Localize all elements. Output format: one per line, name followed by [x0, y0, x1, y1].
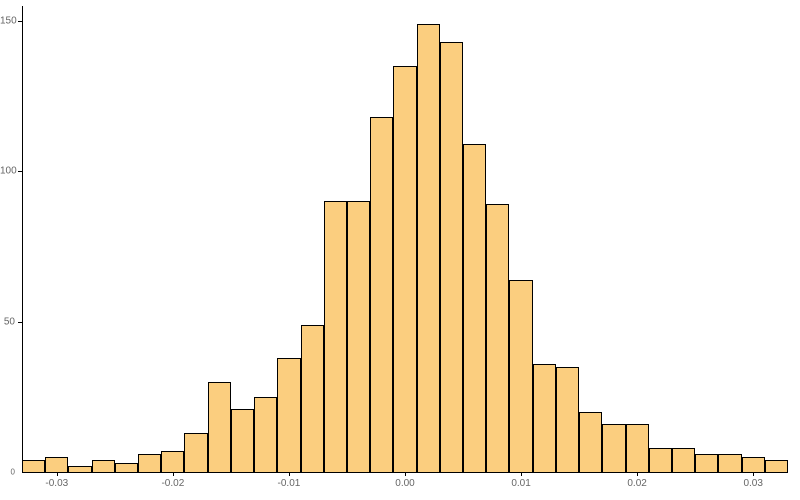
histogram-bar [417, 24, 440, 472]
x-tick [753, 472, 754, 476]
histogram-bar [301, 325, 324, 472]
histogram-bar [556, 367, 579, 472]
histogram-bar [533, 364, 556, 472]
histogram-bar [92, 460, 115, 472]
histogram-bar [22, 460, 45, 472]
histogram-bar [161, 451, 184, 472]
y-tick-label: 100 [0, 166, 15, 177]
histogram-bar [626, 424, 649, 472]
x-tick-label: -0.02 [161, 478, 184, 489]
x-tick [57, 472, 58, 476]
x-tick [289, 472, 290, 476]
histogram-bar [579, 412, 602, 472]
x-tick-label: -0.03 [45, 478, 68, 489]
y-tick [18, 171, 22, 172]
x-tick [637, 472, 638, 476]
histogram-bar [742, 457, 765, 472]
histogram-bar [695, 454, 718, 472]
histogram-bar [45, 457, 68, 472]
x-tick-label: -0.01 [278, 478, 301, 489]
x-tick-label: 0.03 [743, 478, 762, 489]
x-tick [173, 472, 174, 476]
histogram-bar [672, 448, 695, 472]
histogram-bar [277, 358, 300, 472]
histogram-bar [115, 463, 138, 472]
histogram-bar [718, 454, 741, 472]
histogram-bar [231, 409, 254, 472]
histogram-bar [208, 382, 231, 472]
x-tick-label: 0.02 [627, 478, 646, 489]
x-tick [405, 472, 406, 476]
x-tick-label: 0.00 [395, 478, 414, 489]
histogram-bar [370, 117, 393, 472]
y-tick [18, 322, 22, 323]
y-tick-label: 150 [0, 16, 15, 27]
histogram-bar [602, 424, 625, 472]
histogram-chart: -0.03 -0.02 -0.01 0.00 0.01 0.02 0.03 50 100 150 0 [0, 0, 800, 500]
y-tick-label: 0 [0, 468, 15, 477]
histogram-bar [509, 280, 532, 472]
y-tick [18, 21, 22, 22]
histogram-bar [463, 144, 486, 472]
histogram-bar [254, 397, 277, 472]
x-tick [521, 472, 522, 476]
y-axis [22, 6, 23, 472]
x-tick-label: 0.01 [511, 478, 530, 489]
histogram-bar [347, 201, 370, 472]
histogram-bar [649, 448, 672, 472]
plot-area [22, 6, 788, 472]
histogram-bar [393, 66, 416, 472]
histogram-bar [486, 204, 509, 472]
histogram-bar [184, 433, 207, 472]
histogram-bar [440, 42, 463, 472]
histogram-bar [324, 201, 347, 472]
histogram-bar [138, 454, 161, 472]
histogram-bar [765, 460, 788, 472]
y-tick-label: 50 [0, 316, 15, 327]
